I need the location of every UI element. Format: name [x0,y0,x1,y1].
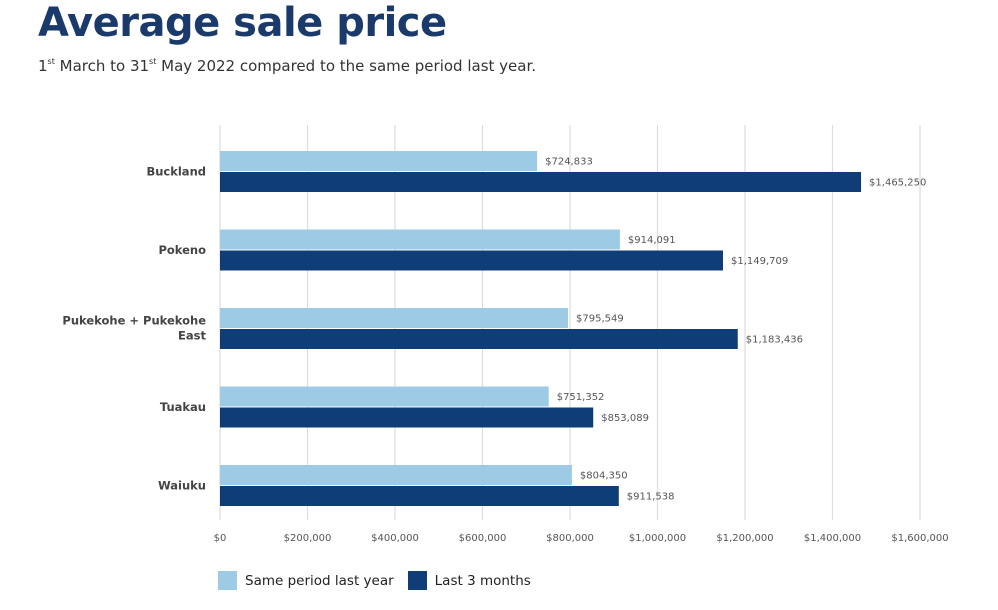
x-tick-label: $1,600,000 [891,533,948,544]
x-tick-label: $1,000,000 [629,533,686,544]
legend-swatch-last-year [218,571,237,590]
data-label: $751,352 [557,392,605,403]
x-tick-label: $200,000 [284,533,332,544]
bar-last_year [220,308,569,328]
legend-item-last-3-months: Last 3 months [407,571,531,590]
x-tick-label: $1,400,000 [804,533,861,544]
category-label: Pokeno [158,243,206,257]
x-tick-label: $1,200,000 [716,533,773,544]
bar-last_year [220,465,572,485]
bar-last_year [220,229,620,250]
data-label: $724,833 [545,157,593,168]
legend-swatch-last-3-months [407,571,427,590]
bar-last_year [220,386,549,407]
chart-subtitle: 1st March to 31st May 2022 compared to t… [38,57,536,75]
data-label: $1,183,436 [746,335,803,346]
x-tick-label: $800,000 [546,533,594,544]
bar-last_3_months [220,329,738,349]
subtitle-text: May 2022 compared to the same period las… [156,57,537,75]
subtitle-text: March to 31 [54,57,150,75]
legend-label: Same period last year [245,572,394,589]
value-labels: $724,833 $1,465,250 $914,091 $1,149,709 $795… [545,157,926,503]
bar-last_3_months [220,486,619,506]
data-label: $914,091 [628,235,676,246]
legend-item-last-year: Same period last year [218,571,394,590]
bars [220,151,862,506]
x-tick-label: $600,000 [459,533,507,544]
data-label: $853,089 [601,413,649,424]
category-label: East [178,329,206,343]
chart-title: Average sale price [38,0,447,46]
bar-last_3_months [220,172,862,192]
category-label: Tuakau [160,400,206,414]
subtitle-sup: st [149,57,157,66]
data-label: $911,538 [627,492,675,503]
legend: Same period last year Last 3 months [218,571,545,590]
x-tick-label: $400,000 [371,533,419,544]
x-axis-ticks: $0 $200,000 $400,000 $600,000 $800,000 $1,000… [214,533,949,544]
bar-last_3_months [220,250,723,271]
data-label: $804,350 [580,471,628,482]
subtitle-text: 1 [38,57,48,75]
category-label: Waiuku [158,479,206,493]
category-label: Buckland [146,165,206,179]
bar-last_3_months [220,407,594,428]
category-label: Pukekohe + Pukekohe [62,314,206,328]
x-tick-label: $0 [214,533,227,544]
data-label: $1,149,709 [731,256,788,267]
data-label: $795,549 [576,314,624,325]
data-label: $1,465,250 [869,178,926,189]
bar-last_year [220,151,538,171]
subtitle-sup: st [47,57,55,66]
legend-label: Last 3 months [434,572,531,589]
